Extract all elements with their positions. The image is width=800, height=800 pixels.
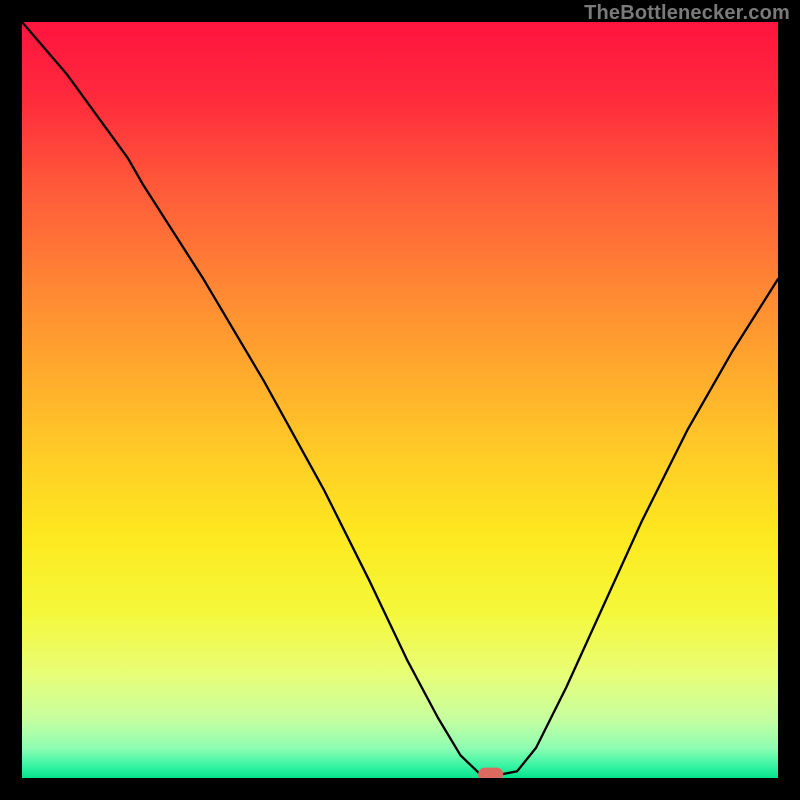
chart-frame: TheBottlenecker.com [0, 0, 800, 800]
watermark-text: TheBottlenecker.com [584, 2, 790, 25]
plot-area [22, 22, 778, 778]
minimum-pill [479, 768, 503, 778]
plot-svg [22, 22, 778, 778]
gradient-background [22, 22, 778, 778]
